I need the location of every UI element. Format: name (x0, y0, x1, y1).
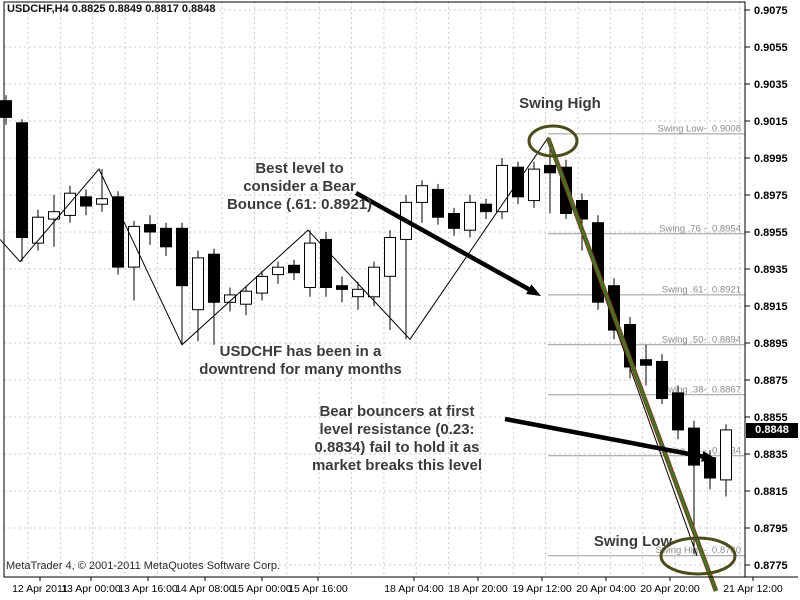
fib-level-label: Swing .38- 0.8867 (662, 384, 741, 395)
swing-high-label: Swing High (519, 95, 601, 112)
price-axis-label: 0.9035 (754, 79, 788, 91)
fib-level-label: Swing Low- 0.9008 (658, 123, 741, 134)
swing-marker-ellipse (527, 124, 579, 158)
time-axis-label: 15 Apr 00:00 (232, 583, 292, 595)
time-axis-label: 21 Apr 12:00 (723, 583, 783, 595)
fib-level-label: Swing .76 - 0.8954 (659, 223, 741, 234)
time-axis-label: 18 Apr 20:00 (448, 583, 508, 595)
downtrend-annotation: USDCHF has been in a downtrend for many … (199, 343, 402, 378)
bear-bouncers-annotation: Bear bouncers at first level resistance … (311, 403, 483, 474)
price-axis-label: 0.8955 (754, 227, 788, 239)
best-level-annotation: Best level to consider a Bear Bounce (.6… (226, 160, 373, 213)
price-axis-label: 0.9015 (754, 116, 788, 128)
fib-level-label: Swing .61- 0.8921 (662, 284, 741, 295)
price-axis-label: 0.8975 (754, 190, 788, 202)
copyright-text: MetaTrader 4, © 2001-2011 MetaQuotes Sof… (6, 560, 281, 572)
swing-marker-ellipse (659, 536, 737, 576)
price-axis-label: 0.8855 (754, 412, 788, 424)
time-axis-label: 18 Apr 04:00 (384, 583, 444, 595)
price-axis-label: 0.8795 (754, 523, 788, 535)
arrow-head (526, 284, 541, 296)
price-axis-label: 0.9055 (754, 42, 788, 54)
price-axis-label: 0.8875 (754, 375, 788, 387)
price-axis-label: 0.8935 (754, 264, 788, 276)
time-axis-label: 14 Apr 08:00 (175, 583, 235, 595)
time-axis-label: 20 Apr 04:00 (576, 583, 636, 595)
price-axis-label: 0.8995 (754, 153, 788, 165)
symbol-ohlc-title: USDCHF,H4 0.8825 0.8849 0.8817 0.8848 (7, 3, 216, 15)
time-axis-label: 15 Apr 16:00 (288, 583, 348, 595)
time-axis-label: 20 Apr 20:00 (640, 583, 700, 595)
price-axis-label: 0.9075 (754, 5, 788, 17)
time-axis-label: 19 Apr 12:00 (512, 583, 572, 595)
time-axis-label: 12 Apr 2011 (12, 583, 68, 595)
fib-level-label: Swing .23 - 0.8834 (659, 445, 741, 456)
price-axis-label: 0.8915 (754, 301, 788, 313)
current-price-tag: 0.8848 (746, 423, 798, 438)
price-axis-label: 0.8895 (754, 338, 788, 350)
price-axis-label: 0.8775 (754, 560, 788, 572)
time-axis-label: 13 Apr 00:00 (61, 583, 121, 595)
price-axis-label: 0.8815 (754, 486, 788, 498)
swing-low-label: Swing Low (593, 533, 673, 550)
fib-level-label: Swing High- 0.8780 (655, 545, 741, 556)
arrow-head (701, 451, 716, 462)
fib-level-label: Swing .50- 0.8894 (662, 334, 741, 345)
time-axis-label: 13 Apr 16:00 (118, 583, 178, 595)
price-axis-label: 0.8835 (754, 449, 788, 461)
